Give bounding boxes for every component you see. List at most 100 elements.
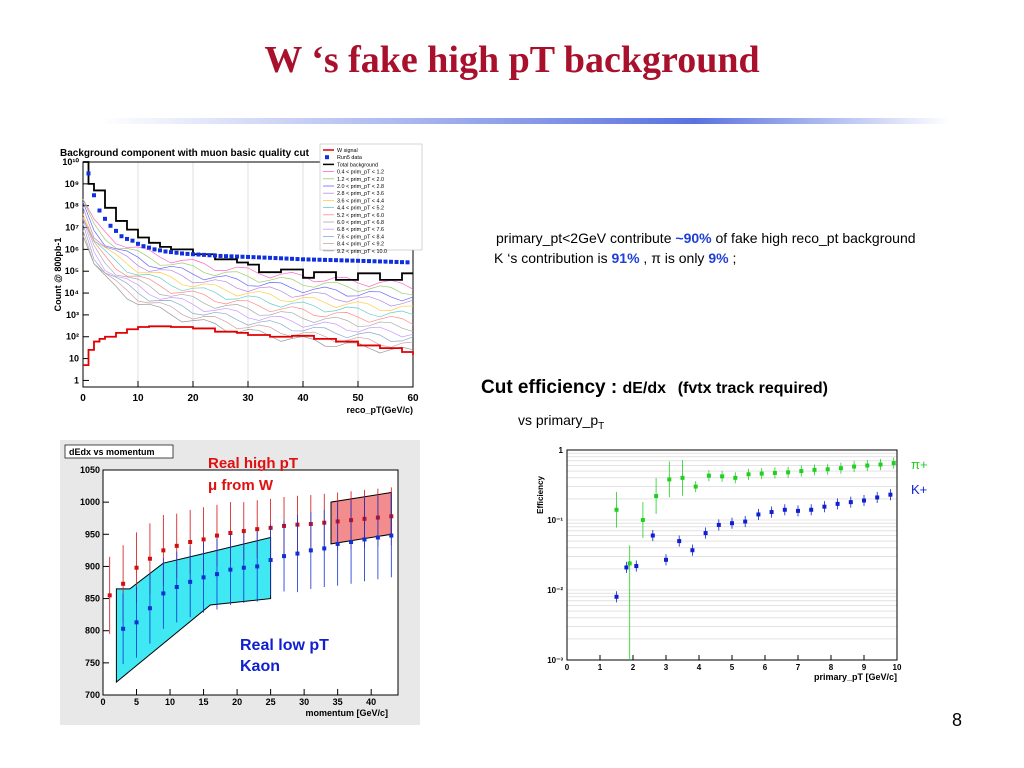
chart1-data-point <box>180 251 184 256</box>
chart3-xtick-label: 10 <box>893 663 902 672</box>
chart1-data-point <box>114 228 118 233</box>
chart3-data-point <box>782 507 787 512</box>
chart3-xtick-label: 2 <box>631 663 636 672</box>
chart3-xtick-label: 9 <box>862 663 867 672</box>
chart1-data-point <box>185 251 190 256</box>
chart3-data-point <box>650 533 655 538</box>
chart1-xtick-label: 20 <box>187 393 199 404</box>
chart1-xtick-label: 40 <box>297 393 309 404</box>
note1-value: 90% <box>683 230 712 246</box>
chart3-data-point <box>624 565 629 570</box>
chart3-data-point <box>835 501 840 506</box>
chart1-ytick-label: 10³ <box>66 310 79 320</box>
chart1-xlabel: reco_pT(GeV/c) <box>346 405 413 415</box>
chart1-legend-box <box>319 143 423 251</box>
chart2-ytick-label: 850 <box>85 594 100 604</box>
chart1-data-point <box>246 254 250 259</box>
chart1-component-curve <box>82 207 414 307</box>
note2-pi-value: 9% <box>708 250 729 266</box>
chart3-data-point <box>693 484 698 489</box>
chart2-data-point <box>268 558 273 562</box>
chart1-data-point <box>279 256 283 261</box>
chart1-data-point <box>350 258 355 263</box>
chart2-data-point <box>241 565 246 570</box>
chart2-annotation-kaon: Kaon <box>240 658 280 675</box>
chart1-component-curve <box>82 199 414 296</box>
note2-post: ; <box>728 250 737 266</box>
chart1-data-point <box>251 255 256 260</box>
chart1-component-curve <box>82 218 414 318</box>
chart3-data-point <box>875 495 880 500</box>
chart2-data-point <box>121 626 126 631</box>
chart1-component-curve <box>82 217 414 325</box>
chart1-data-point <box>147 245 151 250</box>
chart1-xtick-label: 0 <box>80 393 86 404</box>
chart1-legend-label: Total background <box>337 162 378 168</box>
slide-title: W ‘s fake high pT background <box>264 39 760 81</box>
chart2-data-point <box>389 533 394 538</box>
chart1-data-point <box>130 238 135 243</box>
chart1-component-curve <box>82 217 414 332</box>
chart3-data-point <box>769 510 774 515</box>
chart1-data-point <box>323 257 327 262</box>
chart2-data-point <box>255 527 260 532</box>
chart3-data-point <box>888 492 893 497</box>
chart1-ytick-label: 10⁹ <box>65 179 79 189</box>
chart1-data-point <box>119 234 124 239</box>
chart1-component-curve <box>82 230 414 348</box>
chart3-data-point <box>690 548 695 553</box>
chart1-title: Background component with muon basic qua… <box>60 148 310 159</box>
chart1-ytick-label: 10² <box>66 332 79 342</box>
chart3-data-point <box>756 512 761 517</box>
chart3-data-point <box>865 463 870 468</box>
chart1-data-point <box>169 250 173 255</box>
note-line-2: K ‘s contribution is 91% , π is only 9% … <box>494 250 736 266</box>
chart1-legend-label: 8.4 < prim_pT < 9.2 <box>337 242 384 248</box>
chart3-data-point <box>772 470 777 475</box>
chart1-legend-label: Run5 data <box>337 155 362 161</box>
chart2-data-point <box>121 581 126 586</box>
chart2-data-point <box>201 575 206 580</box>
chart1-data-point <box>334 258 338 263</box>
chart2-xtick-label: 5 <box>134 697 139 707</box>
cut-subtitle: vs primary_pT <box>518 412 604 432</box>
chart3-background <box>535 440 945 685</box>
chart1-data-point <box>196 252 201 257</box>
chart1-component-curve <box>82 198 414 290</box>
chart1-data-point <box>345 258 349 263</box>
cut-var: dE/dx <box>622 380 667 397</box>
chart2-ytick-label: 1000 <box>80 497 100 507</box>
chart2-data-point <box>201 537 206 542</box>
chart3-data-point <box>634 564 639 569</box>
chart2-data-point <box>188 540 193 544</box>
note1-pre: primary_pt<2GeV contribute <box>496 230 676 246</box>
note1-tilde: ~ <box>675 230 684 246</box>
chart1-data-point <box>207 253 212 258</box>
page-number: 8 <box>952 710 963 730</box>
chart2-data-point <box>349 540 354 544</box>
chart3-data-point <box>677 539 682 544</box>
chart2-xtick-label: 35 <box>333 697 343 707</box>
chart3-data-point <box>759 471 764 476</box>
note2-pre: K ‘s contribution is <box>494 250 612 266</box>
chart3-xtick-label: 8 <box>829 663 834 672</box>
chart3-data-point <box>664 557 668 562</box>
chart1-ytick-label: 10⁴ <box>65 288 79 298</box>
chart2-muon-region <box>330 491 392 545</box>
cut-title: Cut efficiency : <box>481 377 623 398</box>
chart3-xlabel: primary_pT [GeV/c] <box>814 672 897 682</box>
chart3-data-point <box>799 469 804 474</box>
chart1-data-point <box>356 258 360 263</box>
chart2-data-point <box>161 548 166 553</box>
chart1-component-curve <box>82 223 414 342</box>
chart1-data-point <box>97 208 102 213</box>
chart3-data-point <box>822 504 827 509</box>
chart1-data-point <box>86 171 91 176</box>
chart1-data-point <box>257 255 261 260</box>
chart1-data-point <box>306 257 311 262</box>
chart1-ytick-label: 10⁶ <box>65 244 79 254</box>
chart1-data-point <box>136 241 140 246</box>
chart2-data-point <box>134 565 139 570</box>
chart1-data-point <box>202 252 206 257</box>
